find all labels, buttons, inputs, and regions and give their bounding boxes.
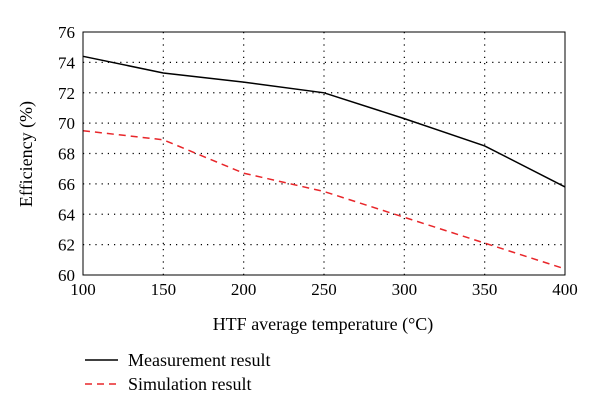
- y-tick-label: 72: [58, 84, 75, 103]
- x-tick-label: 350: [472, 280, 498, 299]
- grid: [83, 32, 565, 275]
- x-tick-label: 300: [392, 280, 418, 299]
- y-axis-title: Efficiency (%): [16, 101, 37, 207]
- y-tick-label: 64: [58, 205, 76, 224]
- x-tick-labels: 100 150 200 250 300 350 400: [70, 280, 578, 299]
- x-tick-label: 100: [70, 280, 96, 299]
- y-tick-label: 68: [58, 145, 75, 164]
- y-tick-label: 74: [58, 53, 76, 72]
- series-line-1: [82, 55, 566, 188]
- legend: Measurement result Simulation result: [85, 350, 270, 394]
- series-lines: [82, 55, 566, 270]
- legend-label-2: Simulation result: [128, 374, 252, 394]
- y-tick-label: 70: [58, 114, 75, 133]
- x-tick-label: 150: [151, 280, 177, 299]
- y-tick-labels: 60 62 64 66 68 70 72 74 76: [58, 23, 76, 285]
- y-tick-label: 76: [58, 23, 75, 42]
- x-tick-label: 200: [231, 280, 257, 299]
- x-axis-title: HTF average temperature (°C): [213, 314, 434, 335]
- x-tick-label: 400: [552, 280, 578, 299]
- y-tick-label: 60: [58, 266, 75, 285]
- x-tick-label: 250: [311, 280, 337, 299]
- y-tick-label: 66: [58, 175, 75, 194]
- plot-frame: [82, 31, 566, 276]
- y-tick-label: 62: [58, 236, 75, 255]
- legend-label-1: Measurement result: [128, 350, 270, 370]
